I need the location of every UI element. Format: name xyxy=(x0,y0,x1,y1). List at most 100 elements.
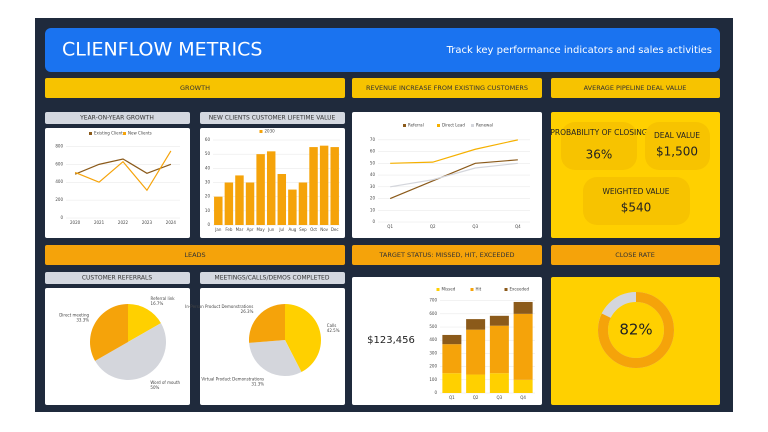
pie-label: Calls xyxy=(327,323,337,328)
y-tick-label: 60 xyxy=(370,149,376,154)
line xyxy=(390,162,518,188)
pie-value: 26.3% xyxy=(241,309,254,314)
y-tick-label: 600 xyxy=(55,161,63,166)
legend-swatch xyxy=(437,124,440,127)
section-label: GROWTH xyxy=(180,84,210,92)
section-label: LEADS xyxy=(184,251,205,259)
legend-swatch xyxy=(259,130,263,133)
y-tick-label: 100 xyxy=(429,377,437,382)
subtitle: Track key performance indicators and sal… xyxy=(446,45,712,56)
bar-segment xyxy=(466,374,486,393)
y-tick-label: 70 xyxy=(370,137,376,142)
title: CLIENFLOW METRICS xyxy=(62,39,262,61)
pie-slice xyxy=(248,304,285,343)
x-tick-label: Q3 xyxy=(472,224,478,229)
y-tick-label: 0 xyxy=(372,219,375,224)
legend-label: Existing Clients xyxy=(94,131,125,136)
x-tick-label: Feb xyxy=(225,227,233,232)
bar-segment xyxy=(466,319,486,330)
x-tick-label: Sep xyxy=(299,227,307,232)
section-label: TARGET STATUS: MISSED, HIT, EXCEEDED xyxy=(378,251,514,259)
bar xyxy=(266,151,276,225)
x-tick-label: Q3 xyxy=(497,395,503,400)
y-tick-label: 0 xyxy=(207,222,210,227)
x-tick-label: Aug xyxy=(288,227,296,232)
bar xyxy=(224,182,234,225)
legend-swatch xyxy=(471,124,474,127)
x-tick-label: 2024 xyxy=(166,220,177,225)
x-tick-label: Dec xyxy=(331,227,339,232)
y-tick-label: 40 xyxy=(205,165,211,170)
panel-label: CUSTOMER REFERRALS xyxy=(82,275,153,282)
kpi-value: $1,500 xyxy=(656,145,698,159)
legend-label: Hit xyxy=(476,287,482,292)
line xyxy=(389,159,518,200)
bar xyxy=(319,145,329,225)
y-tick-label: 700 xyxy=(429,298,437,303)
kpi-label: PROBABILITY OF CLOSING xyxy=(550,128,647,137)
bar xyxy=(288,189,297,225)
y-tick-label: 50 xyxy=(205,151,211,156)
legend-swatch xyxy=(123,132,126,135)
kpi-value: $540 xyxy=(621,201,652,215)
section-label: AVERAGE PIPELINE DEAL VALUE xyxy=(584,84,687,92)
legend-label: 2030 xyxy=(265,129,276,134)
pie-value: 16.7% xyxy=(151,301,164,306)
card xyxy=(551,277,720,405)
x-tick-label: Jun xyxy=(267,227,275,232)
x-tick-label: Jul xyxy=(278,227,284,232)
x-tick-label: Q2 xyxy=(473,395,479,400)
legend-swatch xyxy=(89,132,92,135)
x-tick-label: Q1 xyxy=(387,224,393,229)
line xyxy=(74,150,172,192)
x-tick-label: Nov xyxy=(320,227,328,232)
donut-arc xyxy=(598,292,674,368)
pie-value: 50% xyxy=(150,385,159,390)
panel-label: NEW CLIENTS CUSTOMER LIFETIME VALUE xyxy=(209,115,336,122)
target-total: $123,456 xyxy=(367,335,415,346)
x-tick-label: Q1 xyxy=(449,395,455,400)
y-tick-label: 30 xyxy=(205,180,211,185)
y-tick-label: 400 xyxy=(55,179,63,184)
pie-label: Word of mouth xyxy=(150,380,180,385)
y-tick-label: 200 xyxy=(429,364,437,369)
header xyxy=(45,28,720,72)
y-tick-label: 800 xyxy=(55,143,63,148)
legend-label: New Clients xyxy=(128,131,152,136)
section xyxy=(352,245,542,265)
y-tick-label: 50 xyxy=(370,160,376,165)
pie-slice xyxy=(249,340,302,376)
bar xyxy=(298,182,308,225)
section xyxy=(352,78,542,98)
bar-segment xyxy=(489,325,509,374)
section xyxy=(551,245,720,265)
legend-swatch xyxy=(504,288,508,291)
panel-header xyxy=(45,272,190,284)
x-tick-label: Q2 xyxy=(430,224,436,229)
pie-label: Referral link xyxy=(151,296,176,301)
bar xyxy=(214,196,223,225)
x-tick-label: 2020 xyxy=(70,220,81,225)
legend-swatch xyxy=(436,288,440,291)
line xyxy=(74,158,172,175)
x-tick-label: 2023 xyxy=(142,220,153,225)
y-tick-label: 40 xyxy=(370,172,376,177)
x-tick-label: Q4 xyxy=(515,224,521,229)
section xyxy=(551,78,720,98)
y-tick-label: 10 xyxy=(205,208,211,213)
legend-swatch xyxy=(403,124,406,127)
y-tick-label: 20 xyxy=(205,194,211,199)
pie-label: In-Person Product Demonstrations xyxy=(185,304,253,309)
line xyxy=(390,139,518,164)
kpi-bubble xyxy=(583,177,690,225)
x-tick-label: Mar xyxy=(236,227,244,232)
bar xyxy=(245,182,255,225)
x-tick-label: 2022 xyxy=(118,220,129,225)
bar-segment xyxy=(442,373,462,393)
bar xyxy=(309,147,318,225)
pie-value: 33.3% xyxy=(76,317,89,322)
y-tick-label: 500 xyxy=(429,324,437,329)
bar-segment xyxy=(513,313,533,380)
y-tick-label: 20 xyxy=(370,196,376,201)
